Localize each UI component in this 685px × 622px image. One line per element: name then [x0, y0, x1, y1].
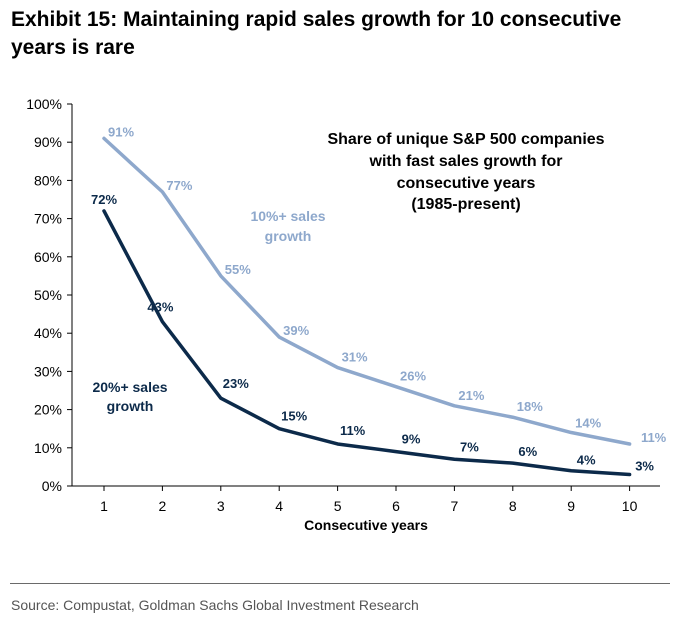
series-10pct-label: 14%	[575, 416, 601, 431]
series-20pct-name: 20%+ sales	[92, 379, 167, 395]
x-tick-label: 7	[451, 498, 459, 514]
x-tick-label: 1	[100, 498, 108, 514]
y-tick-label: 70%	[34, 211, 62, 227]
y-tick-label: 60%	[34, 249, 62, 265]
series-20pct-label: 6%	[518, 444, 537, 459]
y-tick-label: 0%	[42, 478, 62, 494]
y-tick-label: 10%	[34, 440, 62, 456]
series-20pct-label: 43%	[147, 300, 173, 315]
series-20pct-label: 3%	[635, 459, 654, 474]
chart-title-line: with fast sales growth for	[369, 153, 563, 170]
series-20pct-label: 7%	[460, 439, 479, 454]
line-chart: 0% 10% 20% 30% 40% 50% 60% 70% 80% 90% 100% 1 2 3 4 5 6…	[26, 96, 667, 533]
series-10pct-name: growth	[265, 228, 312, 244]
series-20pct-label: 11%	[340, 423, 366, 438]
x-axis-ticks: 1 2 3 4 5 6 7 8 9 10 Consecutive years	[100, 486, 638, 533]
x-tick-label: 5	[334, 498, 342, 514]
series-10pct-label: 31%	[342, 350, 368, 365]
chart-title-line: consecutive years	[397, 175, 536, 192]
series-20pct-label: 9%	[402, 432, 421, 447]
x-tick-label: 4	[275, 498, 283, 514]
footer-divider	[10, 583, 670, 584]
y-tick-label: 20%	[34, 402, 62, 418]
chart-annotations: Share of unique S&P 500 companies with fa…	[92, 131, 604, 414]
x-tick-label: 6	[392, 498, 400, 514]
series-10pct-line	[102, 136, 632, 446]
y-tick-label: 50%	[34, 287, 62, 303]
series-lines	[102, 136, 632, 477]
y-tick-label: 90%	[34, 134, 62, 150]
series-10pct-label: 21%	[458, 388, 484, 403]
y-tick-label: 40%	[34, 325, 62, 341]
y-axis-ticks: 0% 10% 20% 30% 40% 50% 60% 70% 80% 90% 100%	[26, 96, 72, 494]
x-tick-label: 10	[622, 498, 638, 514]
x-axis-title: Consecutive years	[304, 517, 428, 533]
chart-title-line: Share of unique S&P 500 companies	[327, 131, 604, 148]
y-tick-label: 100%	[26, 96, 62, 112]
x-tick-label: 3	[217, 498, 225, 514]
chart-axes	[71, 104, 660, 487]
series-20pct-label: 23%	[223, 376, 249, 391]
series-10pct-label: 91%	[108, 124, 134, 139]
data-labels: 91% 77% 55% 39% 31% 26% 21% 18% 14% 11% 72% 43% 23% 1…	[91, 124, 667, 473]
series-20pct-label: 4%	[577, 453, 596, 468]
series-20pct-name: growth	[107, 398, 154, 414]
series-10pct-label: 77%	[166, 178, 192, 193]
series-20pct-line	[102, 209, 632, 477]
series-10pct-label: 39%	[283, 323, 309, 338]
series-10pct-label: 18%	[517, 399, 543, 414]
series-20pct-label: 15%	[281, 409, 307, 424]
chart-title-line: (1985-present)	[411, 196, 520, 213]
x-tick-label: 8	[509, 498, 517, 514]
y-tick-label: 30%	[34, 363, 62, 379]
x-tick-label: 9	[567, 498, 575, 514]
series-10pct-label: 55%	[225, 262, 251, 277]
y-tick-label: 80%	[34, 172, 62, 188]
series-10pct-name: 10%+ sales	[250, 208, 325, 224]
series-10pct-label: 11%	[641, 430, 667, 445]
exhibit-title: Exhibit 15: Maintaining rapid sales grow…	[11, 8, 622, 59]
series-10pct-label: 26%	[400, 369, 426, 384]
source-note: Source: Compustat, Goldman Sachs Global …	[11, 597, 419, 613]
series-20pct-label: 72%	[91, 192, 117, 207]
x-tick-label: 2	[159, 498, 167, 514]
